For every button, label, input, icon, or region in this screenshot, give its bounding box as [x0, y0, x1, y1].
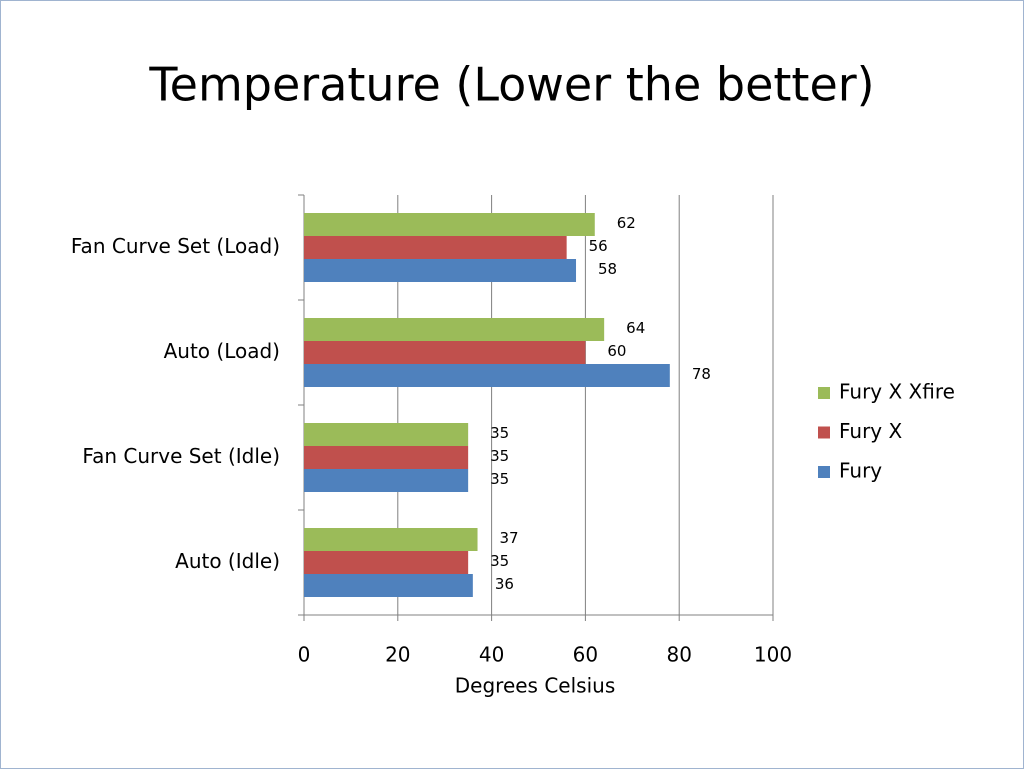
x-tick-label: 0	[298, 643, 311, 667]
legend-swatch	[818, 426, 830, 439]
data-label: 58	[598, 260, 617, 278]
data-label: 35	[490, 424, 509, 442]
data-label: 35	[490, 552, 509, 570]
data-label: 35	[490, 447, 509, 465]
data-label: 37	[500, 529, 519, 547]
bar	[304, 318, 605, 341]
y-tick-label: Auto (Load)	[164, 339, 280, 363]
data-label: 62	[617, 214, 636, 232]
bar	[304, 446, 469, 469]
legend-label: Fury X Xfire	[839, 380, 955, 404]
bar	[304, 423, 469, 446]
x-tick-label: 100	[754, 643, 792, 667]
bar	[304, 341, 586, 364]
bar	[304, 551, 469, 574]
x-tick-label: 60	[573, 643, 598, 667]
bar	[304, 528, 478, 551]
bar	[304, 469, 469, 492]
legend-swatch	[818, 387, 830, 399]
y-tick-label: Auto (Idle)	[175, 549, 280, 573]
legend-label: Fury	[839, 459, 882, 483]
x-axis-label: Degrees Celsius	[455, 674, 615, 698]
legend-label: Fury X	[839, 419, 903, 443]
chart-title: Temperature (Lower the better)	[148, 58, 874, 112]
y-tick-label: Fan Curve Set (Load)	[71, 234, 280, 258]
bar	[304, 259, 577, 282]
y-tick-label: Fan Curve Set (Idle)	[82, 444, 280, 468]
x-tick-label: 80	[666, 643, 691, 667]
legend-swatch	[818, 466, 830, 478]
data-label: 35	[490, 470, 509, 488]
bar	[304, 574, 473, 597]
bar	[304, 213, 595, 236]
data-label: 56	[589, 237, 608, 255]
bar	[304, 236, 567, 259]
data-label: 78	[692, 365, 711, 383]
x-tick-label: 20	[385, 643, 410, 667]
data-label: 64	[626, 319, 645, 337]
bar	[304, 364, 670, 387]
data-label: 36	[495, 575, 514, 593]
data-label: 60	[607, 342, 626, 360]
x-tick-label: 40	[479, 643, 504, 667]
